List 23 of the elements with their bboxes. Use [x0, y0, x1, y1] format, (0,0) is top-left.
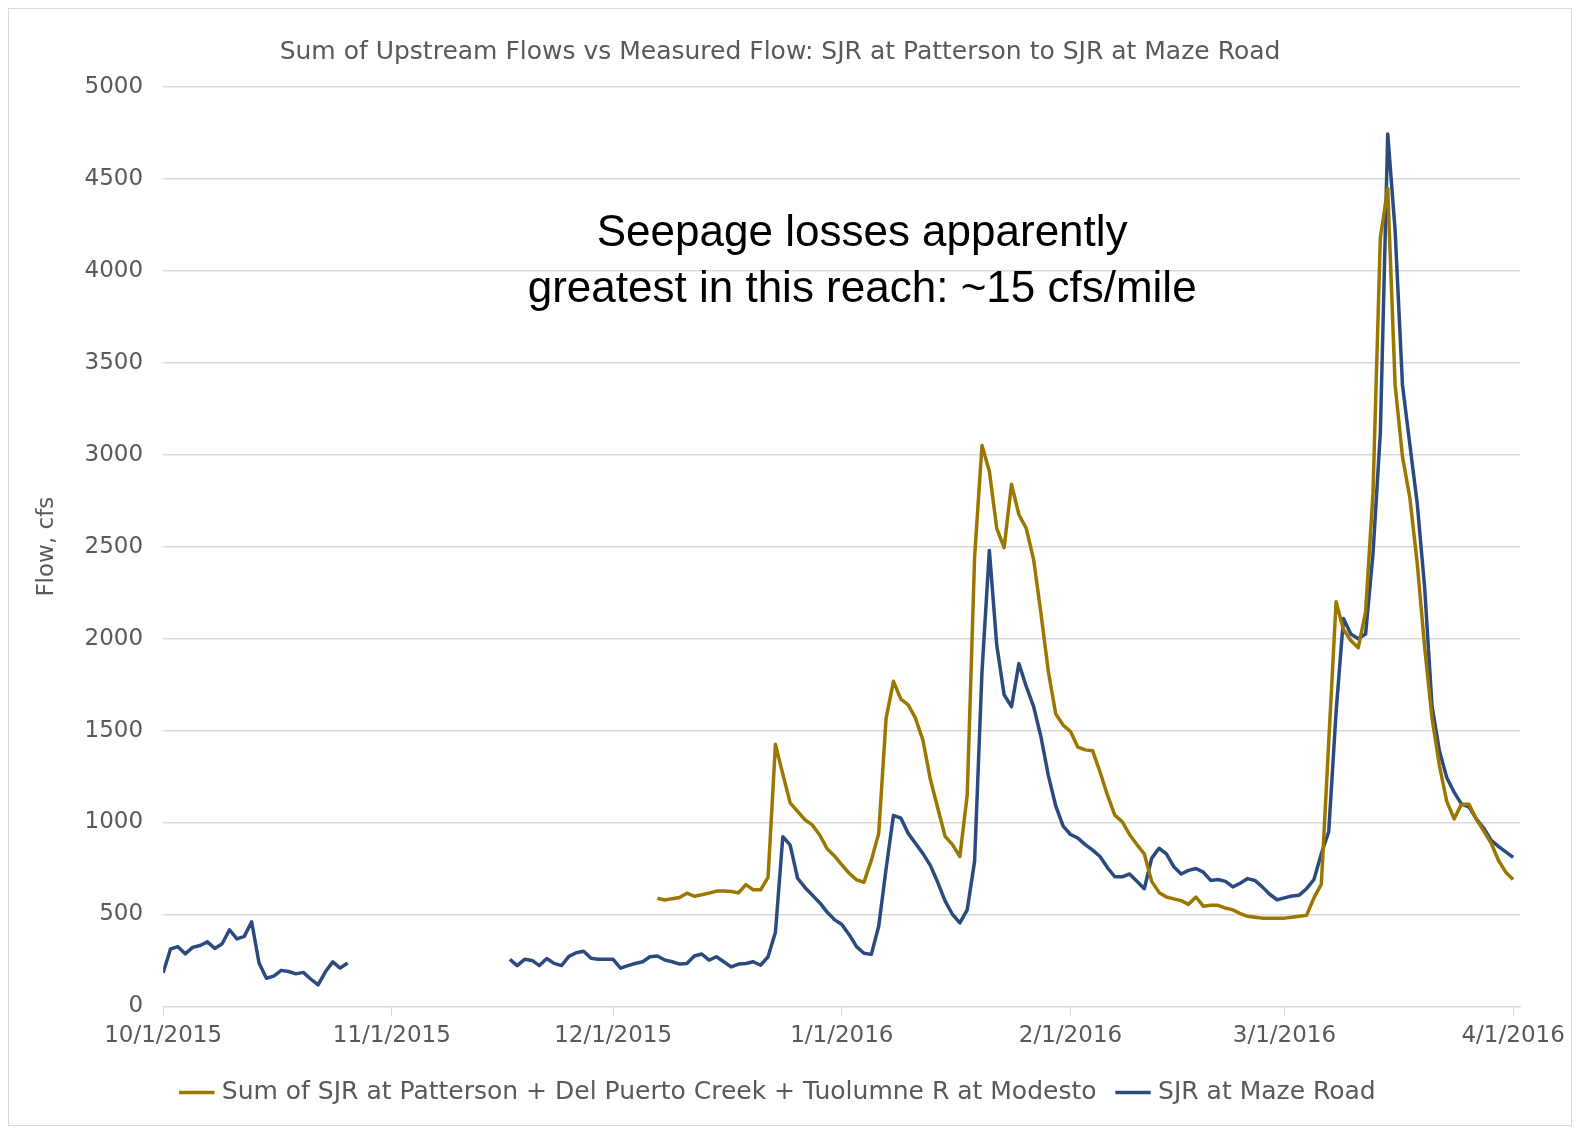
x-tick-label: 2/1/2016	[1018, 1021, 1123, 1048]
y-tick-label: 4500	[84, 163, 144, 190]
annotation: Seepage losses apparently greatest in this reach: ~15 cfs/mile	[527, 205, 1197, 311]
x-tick-label: 11/1/2015	[332, 1021, 451, 1048]
y-tick-label: 1000	[84, 807, 144, 834]
y-tick-label: 2500	[84, 531, 144, 558]
y-tick-label: 3000	[84, 439, 144, 466]
y-axis-title: Flow, cfs	[31, 496, 58, 597]
chart-title: Sum of Upstream Flows vs Measured Flow: SJR at Patterson to SJR at Maze Road	[279, 35, 1281, 65]
x-tick-label: 10/1/2015	[104, 1021, 223, 1048]
x-tick-label: 12/1/2015	[554, 1021, 673, 1048]
y-tick-label: 4000	[84, 255, 144, 282]
x-tick-label: 3/1/2016	[1232, 1021, 1337, 1048]
y-tick-label: 2000	[84, 623, 144, 650]
legend-label: Sum of SJR at Patterson + Del Puerto Creek + Tuolumne R at Modesto	[221, 1076, 1097, 1105]
y-tick-label: 1500	[84, 715, 144, 742]
y-tick-label: 500	[99, 899, 144, 926]
x-tick-label: 4/1/2016	[1461, 1021, 1565, 1048]
x-tick-label: 1/1/2016	[790, 1021, 894, 1048]
legend-label: SJR at Maze Road	[1158, 1076, 1376, 1105]
y-tick-label: 3500	[84, 347, 144, 374]
y-tick-label: 0	[128, 991, 144, 1018]
y-tick-label: 5000	[84, 71, 144, 98]
